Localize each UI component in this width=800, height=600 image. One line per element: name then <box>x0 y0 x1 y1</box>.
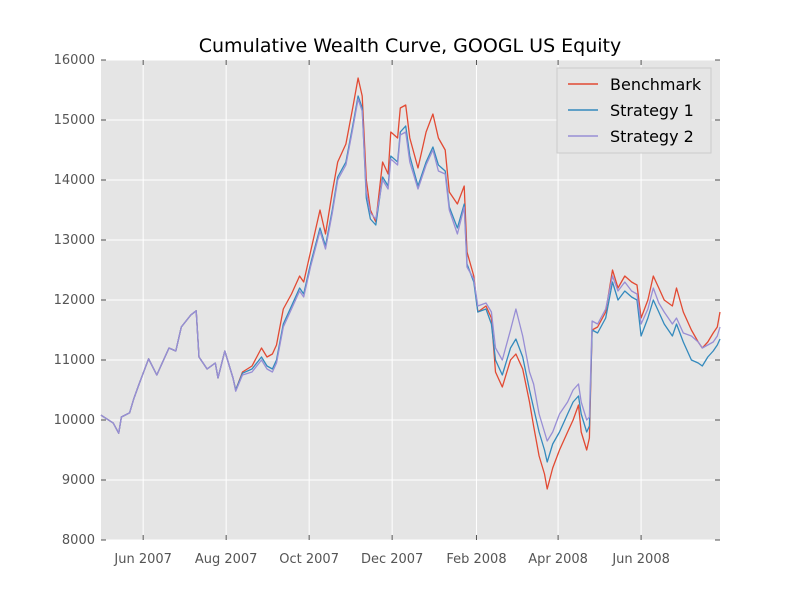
y-tick-label: 12000 <box>54 293 95 308</box>
y-tick-label: 9000 <box>62 473 95 488</box>
axes: 8000 9000 10000 11000 12000 13000 14000 15000 16… <box>54 53 720 567</box>
grid-lines <box>101 59 720 541</box>
y-tick-label: 15000 <box>54 113 95 128</box>
y-tick-label: 8000 <box>62 533 95 548</box>
legend-label-benchmark: Benchmark <box>610 75 702 94</box>
y-tick-label: 13000 <box>54 233 95 248</box>
x-tick-label: Jun 2007 <box>113 552 172 567</box>
legend-label-strategy-1: Strategy 1 <box>610 101 694 120</box>
series-line-strategy-2 <box>100 98 721 442</box>
x-tick-label: Feb 2008 <box>446 552 506 567</box>
y-tick-label: 11000 <box>54 353 95 368</box>
legend: Benchmark Strategy 1 Strategy 2 <box>556 67 712 154</box>
y-tick-label: 10000 <box>54 413 95 428</box>
y-tick-label: 14000 <box>54 173 95 188</box>
y-tick-label: 16000 <box>54 53 95 68</box>
x-tick-label: Aug 2007 <box>195 552 258 567</box>
x-tick-label: Dec 2007 <box>361 552 423 567</box>
chart-title: Cumulative Wealth Curve, GOOGL US Equity <box>199 35 622 57</box>
x-tick-label: Apr 2008 <box>528 552 588 567</box>
series-lines <box>100 77 721 490</box>
x-tick-label: Jun 2008 <box>611 552 670 567</box>
legend-label-strategy-2: Strategy 2 <box>610 127 694 146</box>
x-tick-label: Oct 2007 <box>279 552 339 567</box>
